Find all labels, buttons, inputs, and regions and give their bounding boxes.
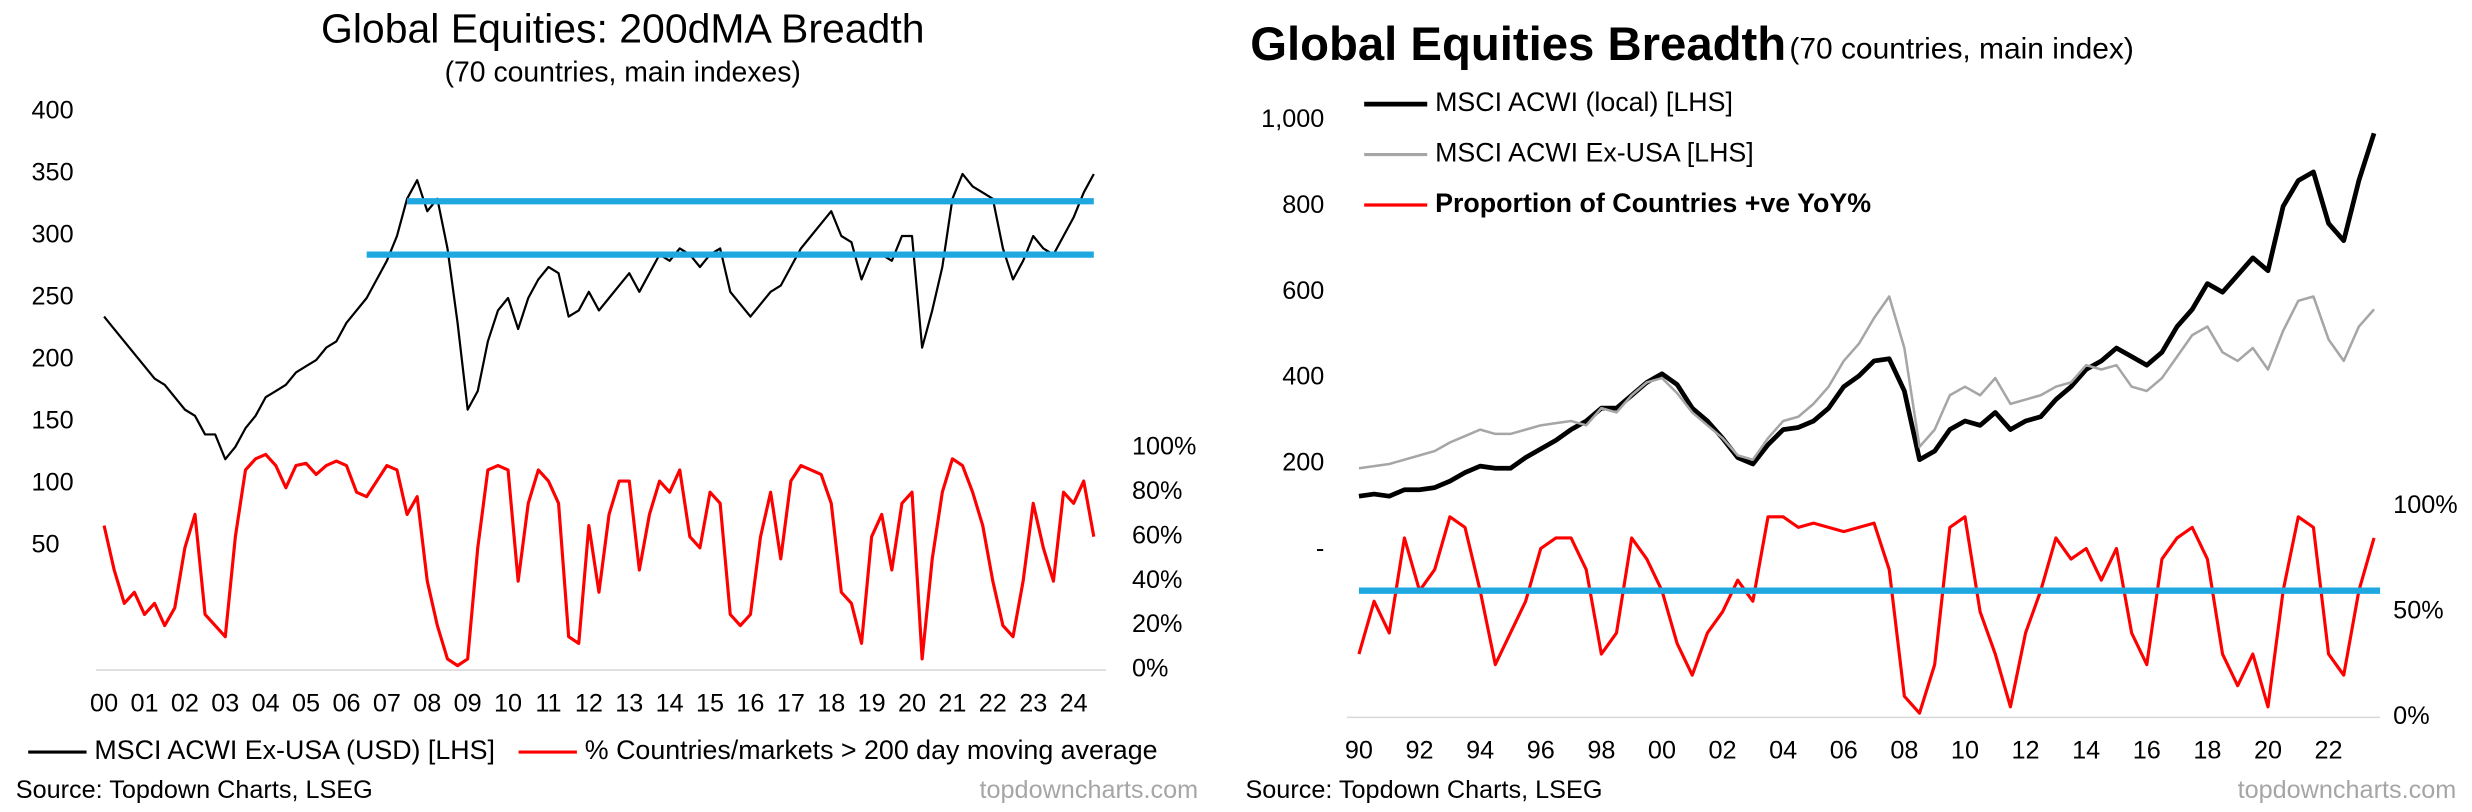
x-tick-label: 20 xyxy=(898,689,926,717)
credit-note: topdowncharts.com xyxy=(979,776,1198,804)
x-tick-label: 11 xyxy=(535,689,561,717)
y-tick-label: - xyxy=(1316,535,1324,563)
y-tick-label: 600 xyxy=(1282,277,1324,305)
y-tick-label: 400 xyxy=(32,97,74,125)
y2-tick-label: 40% xyxy=(1132,566,1182,594)
x-tick-label: 94 xyxy=(1466,737,1494,765)
y-tick-label: 200 xyxy=(32,345,74,373)
y-tick-label: 400 xyxy=(1282,363,1324,391)
y2-tick-label: 50% xyxy=(2393,596,2443,624)
x-tick-label: 01 xyxy=(130,689,158,717)
y-tick-label: 200 xyxy=(1282,449,1324,477)
x-tick-label: 13 xyxy=(615,689,643,717)
y2-tick-label: 100% xyxy=(2393,491,2457,519)
x-tick-label: 02 xyxy=(171,689,199,717)
x-tick-label: 04 xyxy=(252,689,280,717)
y-tick-label: 250 xyxy=(32,283,74,311)
x-tick-label: 03 xyxy=(211,689,239,717)
series-line xyxy=(1358,132,2377,499)
y-tick-label: 1,000 xyxy=(1261,105,1324,133)
series-line xyxy=(102,452,1096,668)
x-tick-label: 19 xyxy=(858,689,886,717)
y-tick-label: 300 xyxy=(32,221,74,249)
y-tick-label: 350 xyxy=(32,159,74,187)
x-tick-label: 04 xyxy=(1769,737,1797,765)
x-tick-label: 08 xyxy=(413,689,441,717)
series-line xyxy=(1358,295,2375,470)
y2-tick-label: 20% xyxy=(1132,610,1182,638)
x-tick-label: 14 xyxy=(656,689,684,717)
y2-tick-label: 0% xyxy=(2393,702,2429,730)
y2-tick-label: 100% xyxy=(1132,432,1197,460)
y-tick-label: 150 xyxy=(32,407,74,435)
x-tick-label: 20 xyxy=(2254,737,2282,765)
x-tick-label: 90 xyxy=(1345,737,1373,765)
series-line xyxy=(103,172,1095,461)
x-tick-label: 17 xyxy=(777,689,805,717)
x-tick-label: 22 xyxy=(2315,737,2343,765)
legend-label: MSCI ACWI Ex-USA [LHS] xyxy=(1435,138,1754,168)
source-note: Source: Topdown Charts, LSEG xyxy=(1245,776,1602,804)
legend-label: Proportion of Countries +ve YoY% xyxy=(1435,188,1871,218)
y-tick-label: 100 xyxy=(32,469,74,497)
x-tick-label: 98 xyxy=(1587,737,1615,765)
x-tick-label: 10 xyxy=(1951,737,1979,765)
x-tick-label: 00 xyxy=(1648,737,1676,765)
x-tick-label: 09 xyxy=(454,689,482,717)
x-tick-label: 06 xyxy=(1830,737,1858,765)
chart-subtitle: (70 countries, main index) xyxy=(1789,32,2133,65)
x-tick-label: 24 xyxy=(1060,689,1088,717)
x-tick-label: 08 xyxy=(1890,737,1918,765)
x-tick-label: 16 xyxy=(736,689,764,717)
x-tick-label: 05 xyxy=(292,689,320,717)
legend-label: MSCI ACWI Ex-USA (USD) [LHS] xyxy=(94,735,495,765)
x-tick-label: 14 xyxy=(2072,737,2100,765)
y2-tick-label: 60% xyxy=(1132,521,1182,549)
chart-title: Global Equities: 200dMA Breadth xyxy=(321,5,925,51)
legend-label: MSCI ACWI (local) [LHS] xyxy=(1435,87,1733,117)
y-tick-label: 800 xyxy=(1282,191,1324,219)
series-line xyxy=(1357,515,2376,715)
x-tick-label: 00 xyxy=(90,689,118,717)
x-tick-label: 23 xyxy=(1019,689,1047,717)
x-tick-label: 16 xyxy=(2133,737,2161,765)
x-tick-label: 12 xyxy=(575,689,603,717)
source-note: Source: Topdown Charts, LSEG xyxy=(16,776,373,804)
y-tick-label: 50 xyxy=(32,531,60,559)
x-tick-label: 22 xyxy=(979,689,1007,717)
x-tick-label: 10 xyxy=(494,689,522,717)
legend-label: % Countries/markets > 200 day moving ave… xyxy=(585,735,1158,765)
x-tick-label: 96 xyxy=(1527,737,1555,765)
x-tick-label: 21 xyxy=(938,689,966,717)
x-tick-label: 06 xyxy=(332,689,360,717)
x-tick-label: 12 xyxy=(2012,737,2040,765)
x-tick-label: 02 xyxy=(1709,737,1737,765)
credit-note: topdowncharts.com xyxy=(2238,776,2457,804)
y2-tick-label: 0% xyxy=(1132,655,1168,683)
chart-title: Global Equities Breadth xyxy=(1250,18,1786,71)
x-tick-label: 18 xyxy=(2193,737,2221,765)
x-tick-label: 92 xyxy=(1406,737,1434,765)
x-tick-label: 07 xyxy=(373,689,401,717)
y2-tick-label: 80% xyxy=(1132,477,1182,505)
x-tick-label: 18 xyxy=(817,689,845,717)
x-tick-label: 15 xyxy=(696,689,724,717)
chart-subtitle: (70 countries, main indexes) xyxy=(445,57,801,89)
